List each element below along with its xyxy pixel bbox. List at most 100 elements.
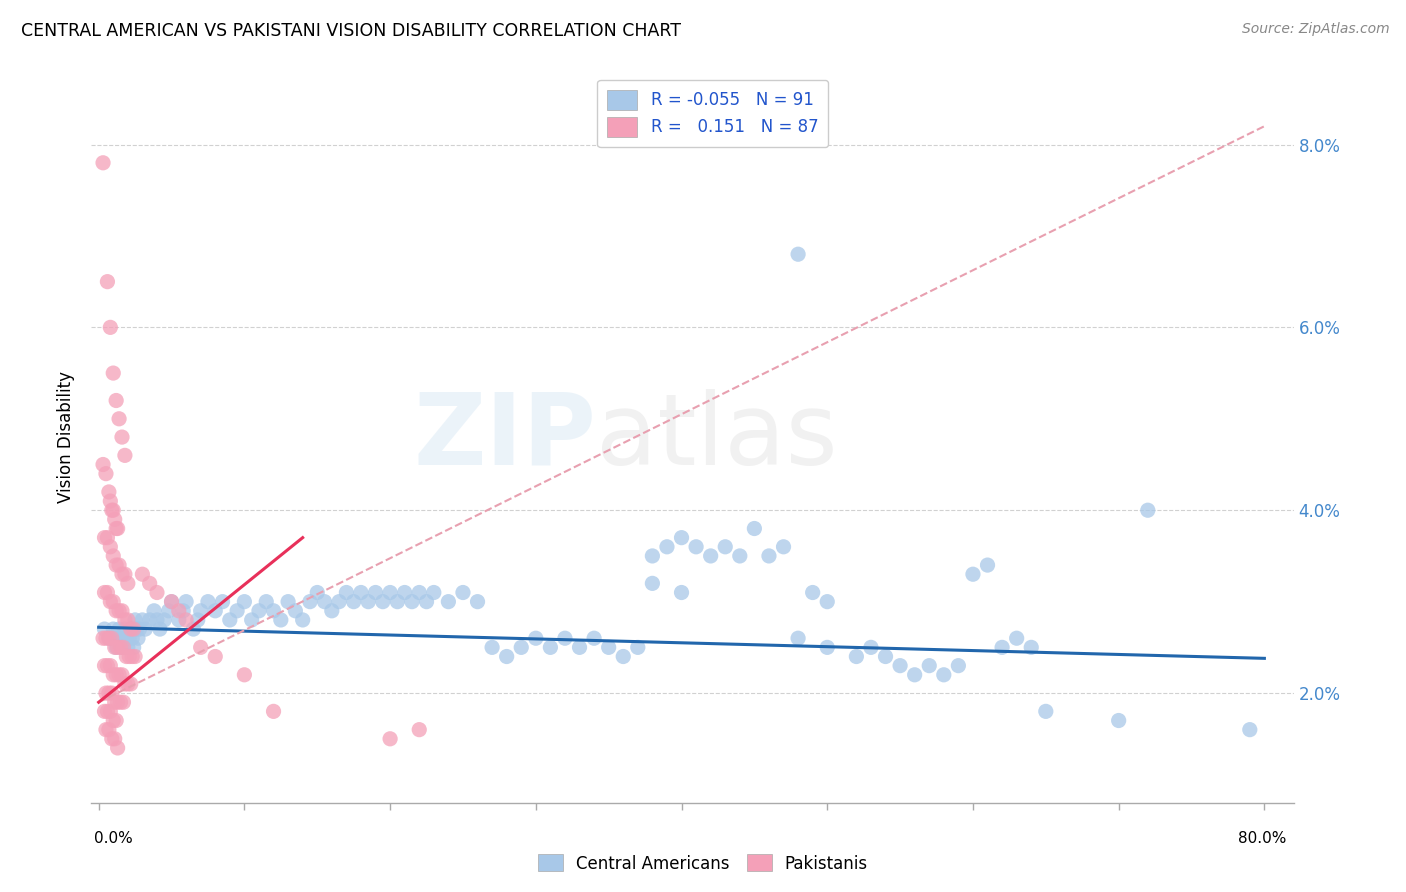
Point xyxy=(263,705,285,719)
Point xyxy=(328,595,350,609)
Point xyxy=(671,531,693,545)
Point xyxy=(111,667,134,681)
Point xyxy=(122,640,145,655)
Point xyxy=(321,604,343,618)
Point xyxy=(93,585,115,599)
Point xyxy=(167,613,190,627)
Point xyxy=(343,595,366,609)
Point xyxy=(655,540,678,554)
Point xyxy=(98,540,121,554)
Point xyxy=(218,613,240,627)
Point xyxy=(103,549,125,563)
Point xyxy=(110,695,132,709)
Point xyxy=(875,649,897,664)
Point xyxy=(423,585,446,599)
Point xyxy=(110,640,132,655)
Point xyxy=(111,604,134,618)
Point xyxy=(127,632,149,646)
Point xyxy=(415,595,437,609)
Point xyxy=(598,640,620,655)
Point xyxy=(98,320,121,334)
Point xyxy=(772,540,794,554)
Point xyxy=(1108,714,1130,728)
Point xyxy=(307,585,329,599)
Point xyxy=(160,595,183,609)
Point xyxy=(96,585,118,599)
Point xyxy=(183,622,205,636)
Point xyxy=(111,430,134,444)
Point xyxy=(98,494,121,508)
Point xyxy=(1005,632,1028,646)
Point xyxy=(114,677,136,691)
Point xyxy=(204,604,226,618)
Point xyxy=(174,595,197,609)
Point xyxy=(187,613,209,627)
Point xyxy=(114,622,136,636)
Point xyxy=(124,649,146,664)
Point xyxy=(114,567,136,582)
Point xyxy=(91,632,114,646)
Point xyxy=(118,649,141,664)
Point xyxy=(408,723,430,737)
Point xyxy=(104,512,127,526)
Point xyxy=(107,695,129,709)
Point xyxy=(91,155,114,169)
Point xyxy=(350,585,373,599)
Point xyxy=(467,595,489,609)
Point xyxy=(111,640,134,655)
Point xyxy=(105,393,128,408)
Point xyxy=(103,714,125,728)
Point xyxy=(524,632,547,646)
Point xyxy=(94,686,117,700)
Point xyxy=(114,449,136,463)
Point xyxy=(801,585,824,599)
Point xyxy=(335,585,357,599)
Point xyxy=(387,595,409,609)
Point xyxy=(948,658,970,673)
Point xyxy=(96,531,118,545)
Point xyxy=(105,667,128,681)
Point xyxy=(105,558,128,573)
Point xyxy=(117,576,139,591)
Point xyxy=(114,613,136,627)
Point xyxy=(120,622,142,636)
Legend: Central Americans, Pakistanis: Central Americans, Pakistanis xyxy=(531,847,875,880)
Point xyxy=(146,613,169,627)
Point xyxy=(121,649,143,664)
Point xyxy=(94,723,117,737)
Point xyxy=(714,540,737,554)
Point xyxy=(107,632,129,646)
Point xyxy=(291,613,314,627)
Point xyxy=(146,585,169,599)
Point xyxy=(117,677,139,691)
Point xyxy=(401,595,423,609)
Point xyxy=(138,576,160,591)
Point xyxy=(976,558,998,573)
Point xyxy=(105,640,128,655)
Point xyxy=(1035,705,1057,719)
Point xyxy=(108,558,131,573)
Point xyxy=(122,622,145,636)
Point xyxy=(962,567,984,582)
Point xyxy=(101,686,124,700)
Point xyxy=(138,613,160,627)
Point xyxy=(125,622,148,636)
Point xyxy=(103,595,125,609)
Point xyxy=(104,731,127,746)
Point xyxy=(101,632,124,646)
Point xyxy=(167,604,190,618)
Point xyxy=(685,540,707,554)
Point xyxy=(889,658,911,673)
Point xyxy=(845,649,868,664)
Point xyxy=(378,585,401,599)
Point xyxy=(115,632,138,646)
Point xyxy=(932,667,955,681)
Point xyxy=(112,695,135,709)
Point xyxy=(1136,503,1159,517)
Point xyxy=(699,549,721,563)
Point xyxy=(104,640,127,655)
Point xyxy=(94,467,117,481)
Point xyxy=(204,649,226,664)
Text: 0.0%: 0.0% xyxy=(94,831,134,846)
Point xyxy=(108,622,131,636)
